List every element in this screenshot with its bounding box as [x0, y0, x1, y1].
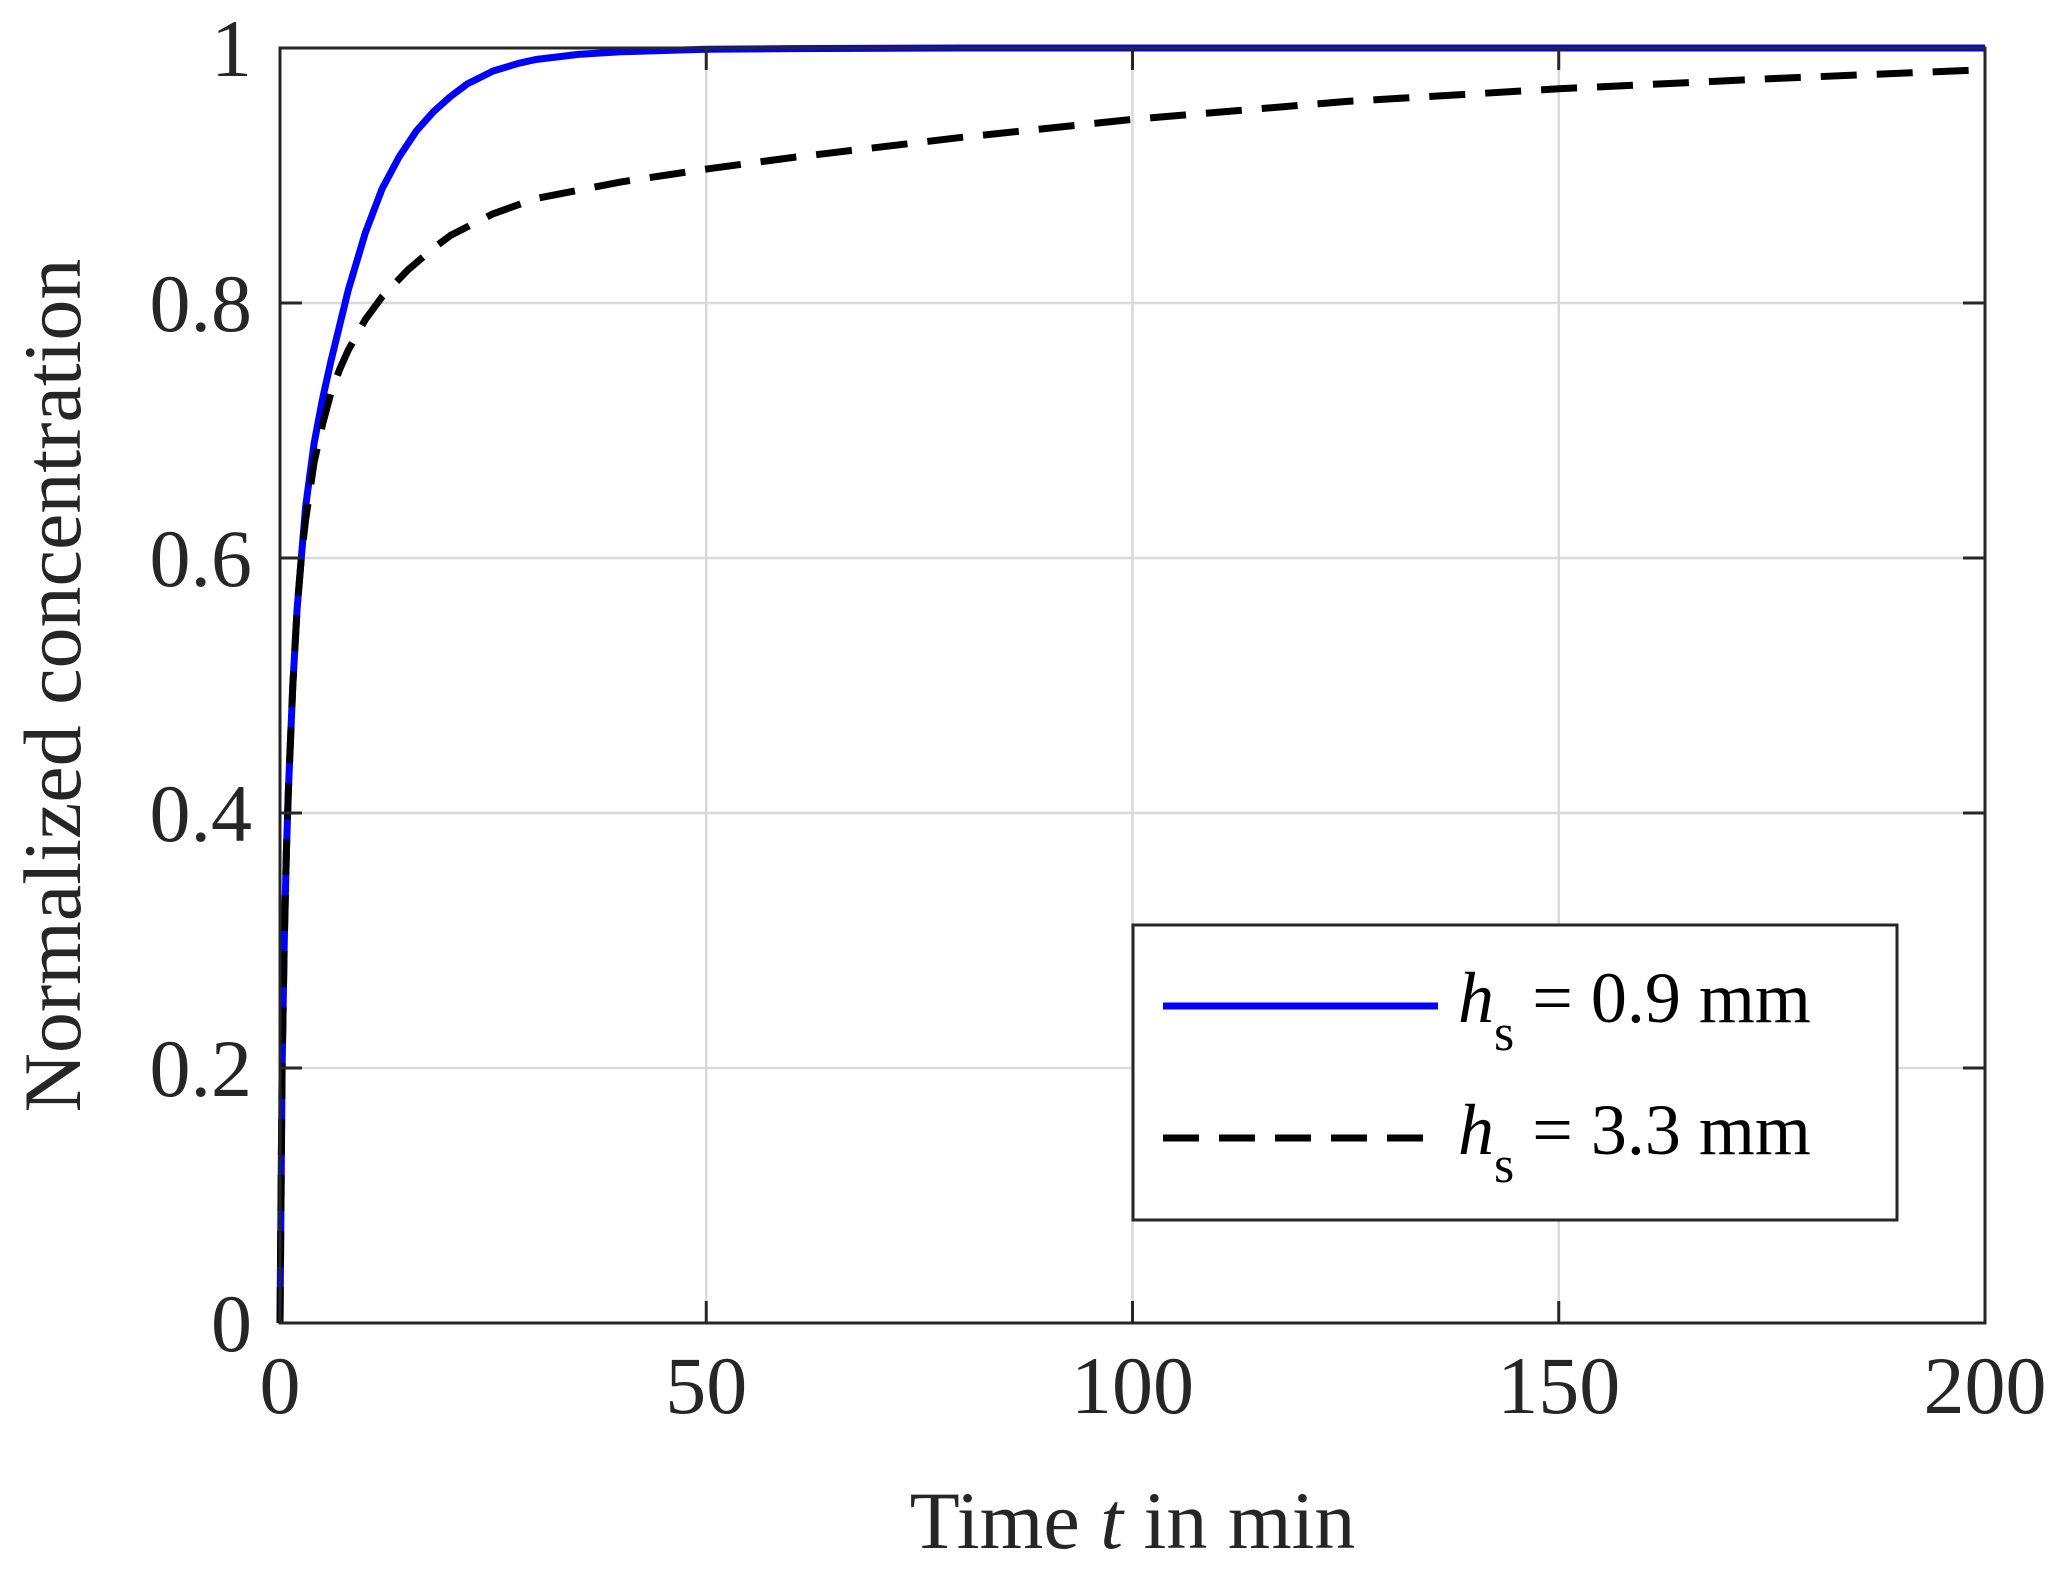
y-tick-label: 0.2 [150, 1023, 253, 1114]
x-tick-label: 150 [1497, 1340, 1620, 1431]
legend-label-0p9mm: hs = 0.9 mm [1458, 958, 1811, 1062]
x-axis-title: Time t in min [910, 1475, 1356, 1566]
ticks [278, 46, 1987, 1325]
y-tick-label: 0 [211, 1278, 252, 1369]
y-tick-label: 0.8 [150, 258, 253, 349]
grid [280, 48, 1985, 1323]
legend-label-0p9mm-sub: s [1494, 1005, 1514, 1062]
tick-labels: 0 50 100 150 200 0 0.2 0.4 0.6 0.8 1 [150, 3, 2047, 1431]
legend-label-0p9mm-rest: = 0.9 mm [1514, 958, 1811, 1038]
y-axis-title: Normalized concentration [7, 259, 98, 1113]
x-tick-label: 50 [665, 1340, 747, 1431]
legend-label-3p3mm: hs = 3.3 mm [1458, 1090, 1811, 1194]
x-axis-title-variable: t [1100, 1475, 1125, 1566]
y-tick-label: 0.6 [150, 513, 253, 604]
legend-box [1131, 923, 1899, 1222]
legend: hs = 0.9 mm hs = 3.3 mm [1131, 923, 1899, 1222]
x-axis-title-prefix: Time [910, 1475, 1101, 1566]
legend-label-3p3mm-sub: s [1494, 1137, 1514, 1194]
x-tick-label: 100 [1071, 1340, 1194, 1431]
series-line-3p3mm [276, 66, 1986, 1324]
x-tick-label: 0 [260, 1340, 301, 1431]
legend-label-3p3mm-var: h [1458, 1090, 1494, 1170]
legend-label-3p3mm-rest: = 3.3 mm [1514, 1090, 1811, 1170]
legend-label-0p9mm-var: h [1458, 958, 1494, 1038]
y-tick-label: 1 [211, 3, 252, 94]
x-tick-label: 200 [1924, 1340, 2047, 1431]
y-tick-label: 0.4 [150, 768, 253, 859]
x-axis-title-suffix: in min [1123, 1475, 1355, 1566]
